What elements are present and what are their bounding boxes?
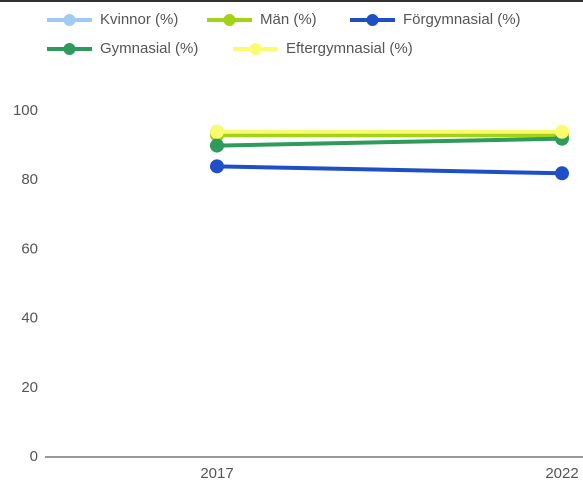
- legend-swatch-dot: [63, 14, 76, 26]
- legend-swatch-dot: [366, 14, 379, 26]
- legend-label: Eftergymnasial (%): [286, 40, 413, 57]
- data-point: [555, 166, 569, 181]
- data-point: [210, 159, 224, 174]
- y-tick-label: 100: [13, 102, 38, 119]
- y-tick-label: 0: [30, 448, 38, 465]
- legend-swatch-dot: [249, 43, 262, 55]
- data-point: [210, 124, 224, 139]
- x-tick-label: 2022: [545, 465, 578, 482]
- y-tick-label: 60: [21, 240, 38, 257]
- x-tick-label: 2017: [200, 465, 233, 482]
- legend-label: Gymnasial (%): [100, 40, 198, 57]
- legend-swatch-dot: [223, 14, 236, 26]
- y-tick-label: 20: [21, 379, 38, 396]
- legend-swatch-dot: [63, 43, 76, 55]
- y-tick-label: 40: [21, 310, 38, 327]
- legend-label: Kvinnor (%): [100, 11, 178, 28]
- series-line: [216, 164, 563, 176]
- y-tick-label: 80: [21, 171, 38, 188]
- data-point: [210, 138, 224, 153]
- series-line: [216, 136, 563, 148]
- top-border: [0, 0, 583, 2]
- legend-label: Män (%): [260, 11, 317, 28]
- data-point: [555, 124, 569, 139]
- legend-label: Förgymnasial (%): [403, 11, 521, 28]
